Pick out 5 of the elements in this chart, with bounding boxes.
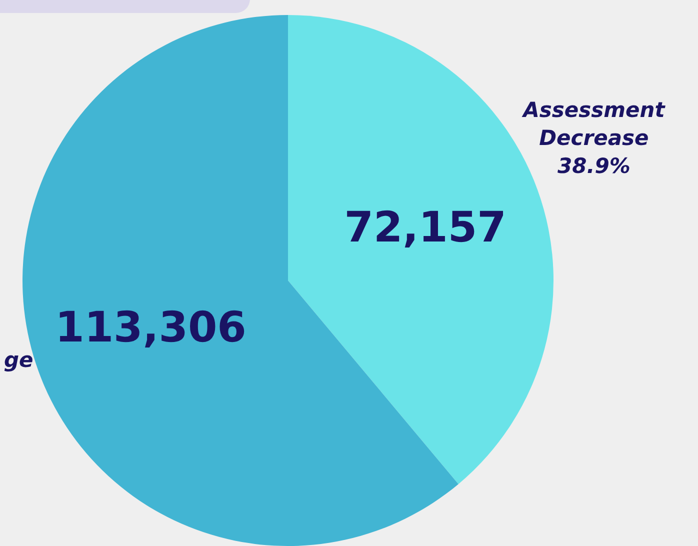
slice-label: Assessment Decrease <box>521 98 666 150</box>
slice-label: ge <box>4 348 34 372</box>
text: 38.9% <box>558 154 630 178</box>
data-label: 72,157 <box>344 202 506 252</box>
data-label: 113,306 <box>55 302 246 352</box>
